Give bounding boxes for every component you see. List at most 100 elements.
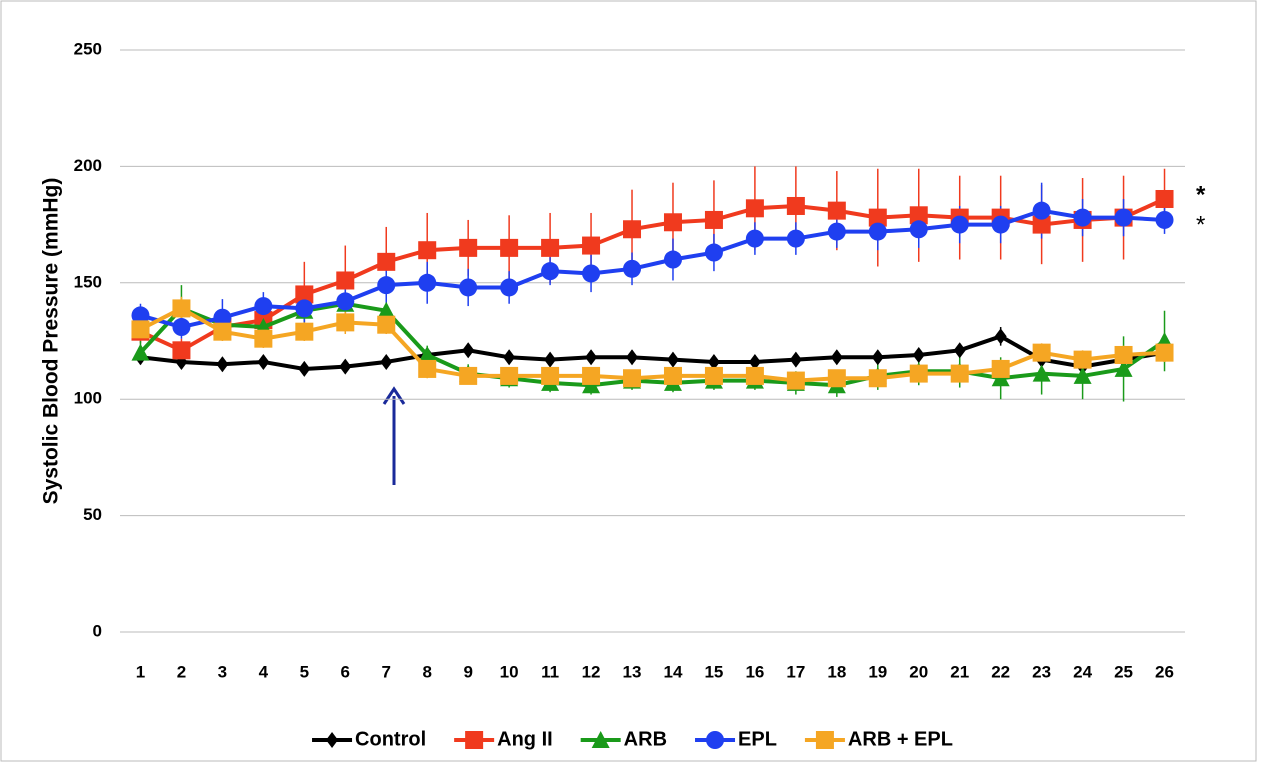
- marker: [1155, 189, 1174, 208]
- x-tick-label: 13: [623, 662, 642, 681]
- marker: [994, 328, 1007, 345]
- marker: [339, 358, 352, 375]
- marker: [295, 285, 314, 304]
- marker: [1073, 350, 1092, 369]
- legend-label: Ang II: [497, 728, 553, 750]
- marker: [827, 369, 846, 388]
- marker: [1073, 366, 1092, 384]
- marker: [380, 353, 393, 370]
- marker: [541, 238, 560, 257]
- x-tick-label: 7: [382, 662, 391, 681]
- marker: [377, 301, 396, 319]
- marker: [663, 250, 682, 269]
- legend-marker: [706, 731, 725, 749]
- x-tick-label: 4: [259, 662, 269, 681]
- x-tick-label: 14: [664, 662, 683, 681]
- annotation: *: [1196, 211, 1205, 238]
- marker: [377, 252, 396, 271]
- x-tick-label: 26: [1155, 662, 1174, 681]
- x-tick-label: 20: [909, 662, 928, 681]
- x-tick-label: 18: [827, 662, 846, 681]
- marker: [213, 308, 232, 327]
- x-tick-label: 11: [541, 662, 559, 681]
- legend-label: Control: [355, 728, 426, 750]
- marker: [213, 322, 232, 341]
- marker: [707, 353, 720, 370]
- marker: [827, 201, 846, 220]
- marker: [1032, 364, 1051, 382]
- x-tick-label: 5: [300, 662, 309, 681]
- marker: [950, 215, 969, 234]
- marker: [786, 229, 805, 248]
- marker: [500, 366, 519, 385]
- marker: [459, 238, 478, 257]
- marker: [868, 208, 887, 227]
- marker: [623, 259, 642, 278]
- marker: [868, 222, 887, 241]
- marker: [623, 220, 642, 239]
- marker: [418, 345, 437, 363]
- x-tick-label: 19: [868, 662, 887, 681]
- y-tick-label: 50: [83, 505, 102, 524]
- x-tick-label: 8: [422, 662, 431, 681]
- x-tick-label: 10: [500, 662, 519, 681]
- marker: [827, 222, 846, 241]
- marker: [745, 366, 764, 385]
- marker: [541, 366, 560, 385]
- marker: [950, 364, 969, 383]
- y-tick-label: 0: [93, 621, 102, 640]
- marker: [582, 366, 601, 385]
- y-tick-label: 200: [74, 156, 102, 175]
- marker: [459, 366, 478, 385]
- y-tick-label: 250: [74, 39, 102, 58]
- marker: [336, 292, 355, 311]
- legend-marker: [326, 732, 339, 748]
- x-tick-label: 25: [1114, 662, 1133, 681]
- marker: [377, 276, 396, 295]
- x-tick-label: 16: [745, 662, 764, 681]
- marker: [418, 359, 437, 378]
- marker: [418, 273, 437, 292]
- x-tick-label: 21: [950, 662, 969, 681]
- x-tick-label: 17: [786, 662, 805, 681]
- marker: [909, 364, 928, 383]
- marker: [1114, 345, 1133, 364]
- marker: [1114, 208, 1133, 227]
- marker: [1114, 359, 1133, 377]
- marker: [789, 351, 802, 368]
- marker: [626, 349, 639, 366]
- x-tick-label: 22: [991, 662, 1010, 681]
- marker: [172, 318, 191, 337]
- series-line: [140, 334, 1165, 371]
- marker: [500, 238, 519, 257]
- marker: [909, 206, 928, 225]
- marker: [704, 210, 723, 229]
- marker: [1155, 343, 1174, 362]
- marker: [582, 264, 601, 283]
- marker: [131, 306, 150, 325]
- marker: [131, 343, 150, 361]
- y-tick-label: 100: [74, 389, 102, 408]
- marker: [1073, 208, 1092, 227]
- marker: [704, 366, 723, 385]
- marker: [336, 313, 355, 332]
- marker: [254, 297, 273, 316]
- marker: [257, 353, 270, 370]
- marker: [745, 199, 764, 218]
- x-tick-label: 12: [582, 662, 601, 681]
- marker: [666, 351, 679, 368]
- marker: [131, 320, 150, 339]
- marker: [745, 229, 764, 248]
- marker: [459, 278, 478, 297]
- marker: [991, 215, 1010, 234]
- marker: [748, 353, 761, 370]
- marker: [462, 342, 475, 359]
- marker: [1155, 210, 1174, 229]
- legend: Control Ang II ARB EPL ARB + EPL: [312, 728, 953, 750]
- marker: [172, 341, 191, 360]
- marker: [585, 349, 598, 366]
- x-tick-label: 23: [1032, 662, 1051, 681]
- marker: [1032, 201, 1051, 220]
- marker: [295, 299, 314, 318]
